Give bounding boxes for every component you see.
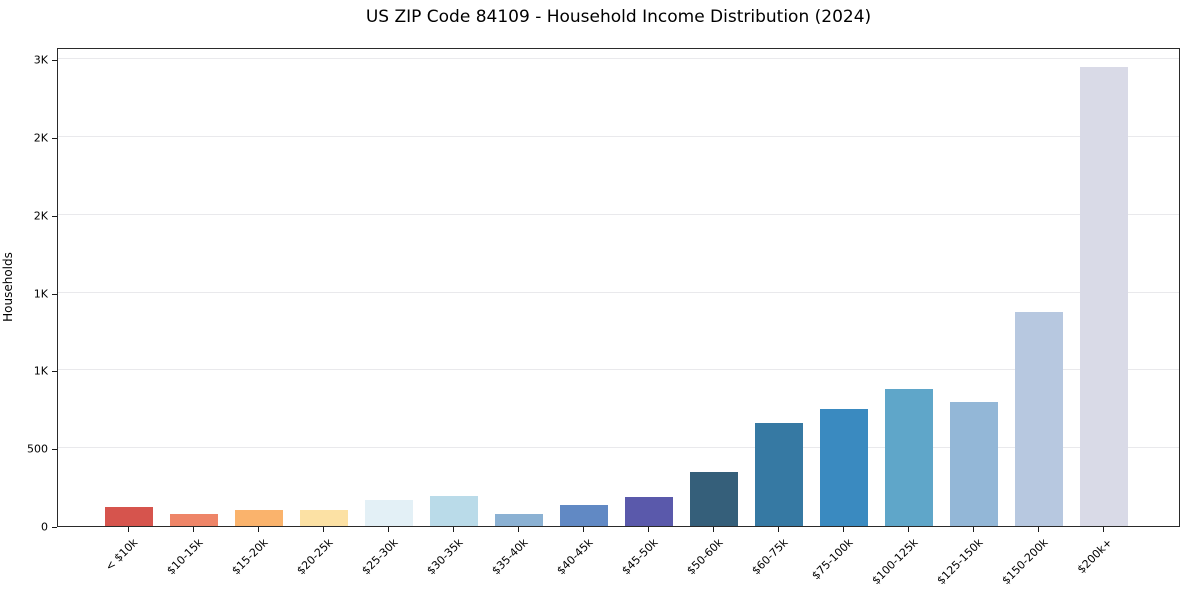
y-tick-mark bbox=[52, 371, 57, 373]
gridline bbox=[58, 58, 1179, 60]
x-tick-label: $35-40k bbox=[488, 536, 531, 578]
x-tick-mark bbox=[713, 527, 714, 532]
y-tick-label: 1K bbox=[33, 364, 48, 378]
bar-$125-150k bbox=[950, 401, 998, 526]
bar-$150-200k bbox=[1015, 312, 1063, 526]
x-tick-label: $200k+ bbox=[1075, 536, 1116, 577]
x-tick-mark bbox=[1038, 527, 1039, 532]
bar-$40-45k bbox=[560, 505, 608, 526]
y-tick-label: 2K bbox=[33, 209, 48, 223]
gridline bbox=[58, 213, 1179, 215]
y-tick-label: 0 bbox=[41, 520, 48, 534]
x-tick-label: $150-200k bbox=[999, 536, 1051, 588]
gridline bbox=[58, 136, 1179, 138]
x-tick-label: $10-15k bbox=[163, 536, 206, 578]
y-tick-mark bbox=[52, 60, 57, 62]
x-tick-label: $40-45k bbox=[553, 536, 596, 578]
x-tick-mark bbox=[973, 527, 974, 532]
x-tick-mark bbox=[193, 527, 194, 532]
bar-$10-15k bbox=[170, 514, 218, 526]
chart-title: US ZIP Code 84109 - Household Income Dis… bbox=[365, 7, 872, 27]
bar-$45-50k bbox=[625, 497, 673, 526]
y-tick-label: 3K bbox=[33, 53, 48, 67]
x-tick-label: < $10k bbox=[102, 536, 141, 574]
x-tick-mark bbox=[453, 527, 454, 532]
x-tick-label: $50-60k bbox=[683, 536, 726, 578]
bar-< $10k bbox=[105, 507, 153, 526]
x-tick-label: $45-50k bbox=[618, 536, 661, 578]
x-tick-label: $25-30k bbox=[358, 536, 401, 578]
x-tick-mark bbox=[258, 527, 259, 532]
x-tick-label: $60-75k bbox=[748, 536, 791, 578]
x-tick-mark bbox=[388, 527, 389, 532]
y-tick-mark bbox=[52, 138, 57, 140]
x-tick-mark bbox=[518, 527, 519, 532]
y-tick-label: 1K bbox=[33, 287, 48, 301]
bar-$50-60k bbox=[690, 472, 738, 526]
x-tick-label: $125-150k bbox=[934, 536, 986, 588]
y-tick-label: 500 bbox=[27, 442, 48, 456]
bar-$75-100k bbox=[820, 409, 868, 526]
bar-$20-25k bbox=[300, 510, 348, 526]
y-tick-mark bbox=[52, 449, 57, 451]
x-tick-mark bbox=[1103, 527, 1104, 532]
gridline bbox=[58, 291, 1179, 293]
x-tick-mark bbox=[583, 527, 584, 532]
x-tick-label: $20-25k bbox=[293, 536, 336, 578]
bar-$25-30k bbox=[365, 499, 413, 526]
bar-$100-125k bbox=[885, 389, 933, 526]
bar-$15-20k bbox=[235, 509, 283, 526]
bar-$30-35k bbox=[430, 495, 478, 526]
plot-area bbox=[57, 48, 1180, 527]
x-tick-label: $75-100k bbox=[808, 536, 856, 583]
x-tick-label: $30-35k bbox=[423, 536, 466, 578]
x-tick-label: $100-125k bbox=[869, 536, 921, 588]
x-tick-mark bbox=[128, 527, 129, 532]
x-tick-mark bbox=[648, 527, 649, 532]
x-tick-mark bbox=[323, 527, 324, 532]
y-tick-mark bbox=[52, 293, 57, 295]
bar-$60-75k bbox=[755, 422, 803, 526]
x-tick-mark bbox=[843, 527, 844, 532]
y-tick-mark bbox=[52, 215, 57, 217]
bar-$200k+ bbox=[1080, 67, 1128, 526]
x-tick-mark bbox=[778, 527, 779, 532]
bar-$35-40k bbox=[495, 513, 543, 526]
y-tick-mark bbox=[52, 527, 57, 528]
gridline bbox=[58, 369, 1179, 371]
x-tick-label: $15-20k bbox=[228, 536, 271, 578]
gridline bbox=[58, 447, 1179, 449]
y-tick-label: 2K bbox=[33, 131, 48, 145]
x-tick-mark bbox=[908, 527, 909, 532]
